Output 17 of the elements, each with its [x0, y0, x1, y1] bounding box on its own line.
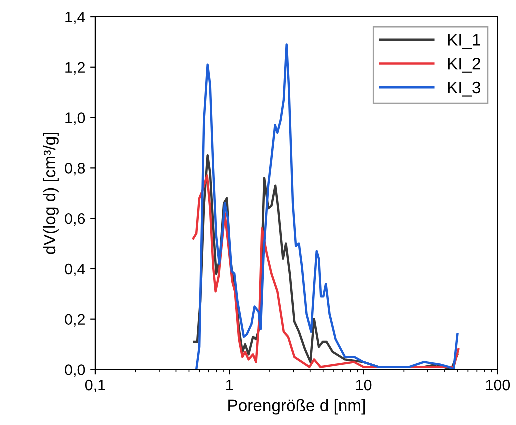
x-tick-label: 100 [486, 380, 510, 391]
legend-label: KI_3 [448, 82, 481, 97]
y-tick-label: 1,2 [66, 62, 85, 75]
y-axis-title: dV(log d) [cm³/g] [43, 132, 59, 254]
x-tick-label: 0,1 [85, 380, 106, 392]
legend-label: KI_2 [448, 58, 480, 73]
y-tick-label: 1,4 [66, 12, 86, 24]
x-tick-label: 10 [356, 380, 372, 391]
x-axis-title: Porengröße d [nm] [228, 399, 365, 415]
x-tick-label: 1 [226, 380, 234, 391]
y-tick-label: 0,2 [65, 314, 85, 327]
y-tick-label: 0,6 [65, 213, 86, 226]
legend-label: KI_1 [448, 34, 480, 50]
y-tick-label: 0,4 [65, 264, 86, 276]
y-tick-label: 1,0 [66, 112, 86, 126]
y-tick-label: 0,8 [65, 163, 86, 176]
y-tick-label: 0,0 [65, 364, 86, 378]
